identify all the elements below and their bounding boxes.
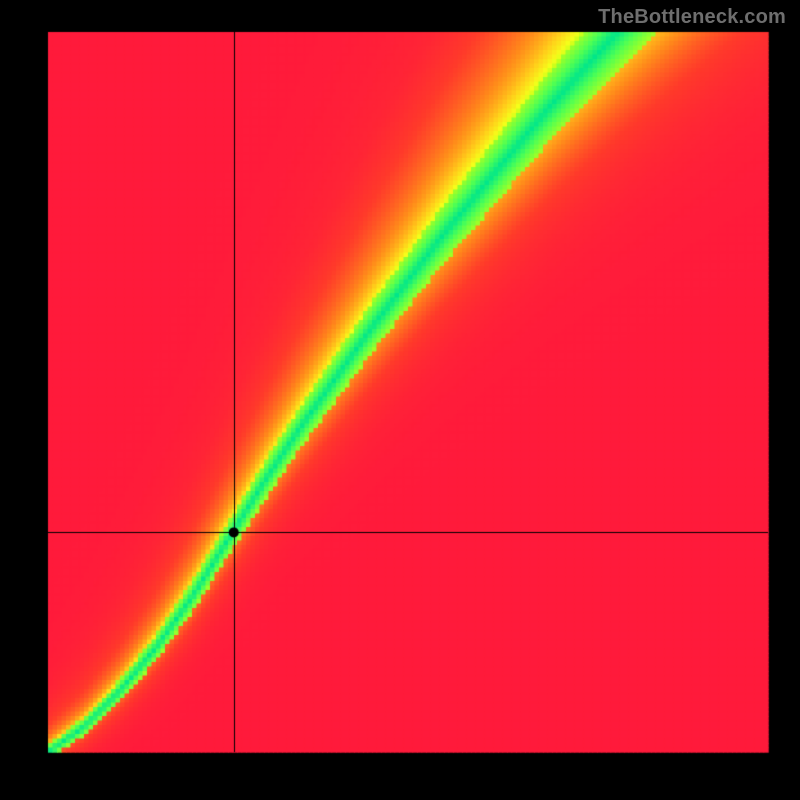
watermark: TheBottleneck.com: [598, 6, 786, 29]
bottleneck-heatmap: [0, 0, 800, 800]
